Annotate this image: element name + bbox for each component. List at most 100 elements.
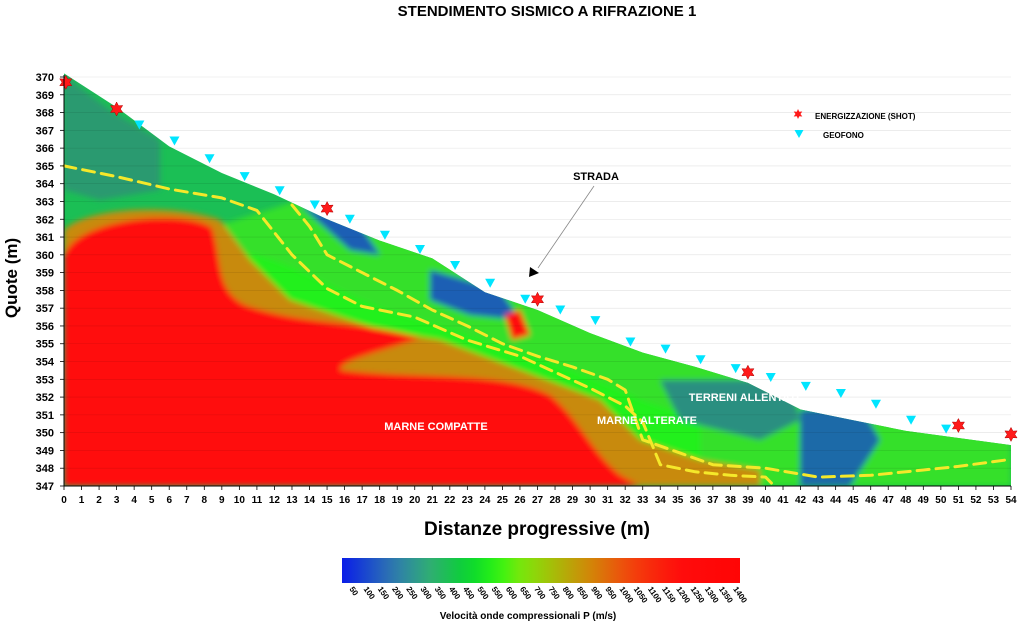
legend-shot-label: ENERGIZZAZIONE (SHOT): [815, 112, 916, 121]
x-tick-label: 28: [549, 495, 561, 506]
shot-marker: [951, 417, 965, 434]
geophone-marker: [450, 260, 461, 270]
y-tick-label: 370: [36, 72, 54, 84]
colorbar-tick-label: 1400: [731, 585, 749, 605]
shot-marker: [530, 291, 545, 307]
geophone-marker: [906, 415, 917, 425]
velocity-section: [64, 73, 1011, 486]
y-tick-label: 369: [36, 90, 54, 102]
colorbar-tick-label: 850: [575, 585, 590, 602]
geophone-marker: [239, 172, 250, 182]
x-tick-label: 46: [865, 495, 877, 506]
x-tick-label: 37: [707, 495, 719, 506]
y-tick-label: 359: [36, 268, 54, 280]
chart-title: STENDIMENTO SISMICO A RIFRAZIONE 1: [398, 3, 697, 20]
y-tick-label: 357: [36, 303, 54, 315]
y-tick-label: 353: [36, 374, 54, 386]
x-tick-label: 11: [252, 495, 263, 506]
colorbar-tick-label: 650: [518, 585, 533, 602]
x-tick-label: 7: [184, 495, 190, 506]
legend-shot-symbol: [793, 109, 803, 119]
x-tick-label: 3: [114, 495, 120, 506]
x-tick-label: 30: [585, 495, 597, 506]
x-tick-label: 9: [219, 495, 225, 506]
x-tick-label: 22: [444, 495, 456, 506]
colorbar-label: Velocità onde compressionali P (m/s): [440, 611, 617, 622]
x-tick-label: 27: [532, 495, 544, 506]
x-tick-label: 21: [427, 495, 439, 506]
velocity-zone-red-core: [64, 218, 640, 486]
axes: 0 1 2 3 4 5 6 7 8 9 10 11 12 13 14 15 16 17 18 19 20 21 22 23 24…: [36, 72, 1017, 506]
strada-arrowhead: [529, 267, 539, 277]
y-tick-label: 348: [36, 463, 54, 475]
geophone-marker: [730, 364, 741, 374]
x-tick-label: 6: [166, 495, 172, 506]
y-tick-label: 356: [36, 321, 54, 333]
x-tick-label: 45: [848, 495, 860, 506]
interface-line: [290, 203, 1013, 479]
geophone-marker: [169, 136, 180, 146]
colorbar-tick-label: 100: [362, 585, 377, 602]
colorbar-tick-label: 200: [390, 585, 405, 602]
x-tick-label: 0: [61, 495, 67, 506]
shot-marker: [1004, 426, 1018, 442]
geophone-marker: [555, 305, 566, 315]
geophone-marker: [204, 154, 215, 164]
colorbar-tick-label: 950: [603, 585, 618, 602]
colorbar-tick-label: 50: [347, 585, 360, 598]
legend: ENERGIZZAZIONE (SHOT) GEOFONO: [793, 109, 916, 140]
velocity-zone-dark-left: [64, 75, 160, 200]
x-axis-label: Distanze progressive (m): [424, 519, 650, 540]
x-tick-label: 36: [690, 495, 702, 506]
velocity-zone-red-pocket: [505, 310, 530, 340]
annotation-marne-alterate: MARNE ALTERATE: [597, 415, 697, 427]
geophone-marker: [870, 399, 881, 409]
y-tick-label: 360: [36, 250, 54, 262]
geophone-marker: [309, 200, 320, 210]
colorbar-tick-label: 450: [461, 585, 476, 602]
geophone-marker: [590, 316, 601, 326]
y-tick-label: 363: [36, 196, 54, 208]
colorbar: 50 100 150 200 250 300 350 400 450 500 550 600 650 70…: [342, 558, 749, 622]
colorbar-tick-label: 1000: [618, 585, 636, 605]
x-tick-label: 15: [321, 495, 333, 506]
x-tick-label: 5: [149, 495, 155, 506]
geophone-marker: [415, 244, 426, 254]
layer-interfaces: [62, 164, 1013, 488]
colorbar-tick-label: 900: [589, 585, 604, 602]
geophone-marker: [344, 214, 355, 224]
x-tick-label: 32: [620, 495, 632, 506]
colorbar-tick-label: 500: [475, 585, 490, 602]
y-tick-label: 366: [36, 143, 54, 155]
x-tick-label: 12: [269, 495, 281, 506]
velocity-zone-teal-right: [660, 380, 800, 440]
x-tick-label: 39: [742, 495, 754, 506]
legend-geophone-symbol: [794, 130, 804, 138]
x-tick-label: 38: [725, 495, 737, 506]
x-tick-label: 4: [131, 495, 137, 506]
y-tick-label: 352: [36, 392, 54, 404]
geophone-marker: [695, 355, 706, 365]
x-tick-label: 26: [514, 495, 526, 506]
colorbar-tick-label: 1050: [632, 585, 650, 605]
x-tick-label: 49: [918, 495, 930, 506]
legend-shot-star: [793, 109, 803, 119]
y-tick-label: 354: [36, 357, 55, 369]
x-tick-label: 2: [96, 495, 102, 506]
shot-marker: [320, 201, 334, 217]
shot-marker: [110, 101, 124, 117]
geophone-marker: [800, 381, 811, 391]
x-tick-label: 24: [479, 495, 491, 506]
y-tick-label: 361: [36, 232, 54, 244]
colorbar-tick-label: 800: [561, 585, 576, 602]
geophone-marker: [625, 337, 636, 347]
y-ticks: 347 348 349 350 351 352 353 354 355 356 357 358 359 3…: [36, 72, 64, 493]
x-tick-label: 34: [655, 495, 667, 506]
x-tick-label: 16: [339, 495, 351, 506]
x-tick-label: 35: [672, 495, 684, 506]
x-tick-label: 13: [286, 495, 298, 506]
colorbar-tick-label: 600: [504, 585, 519, 602]
interface-line: [62, 164, 776, 488]
x-tick-label: 29: [567, 495, 579, 506]
